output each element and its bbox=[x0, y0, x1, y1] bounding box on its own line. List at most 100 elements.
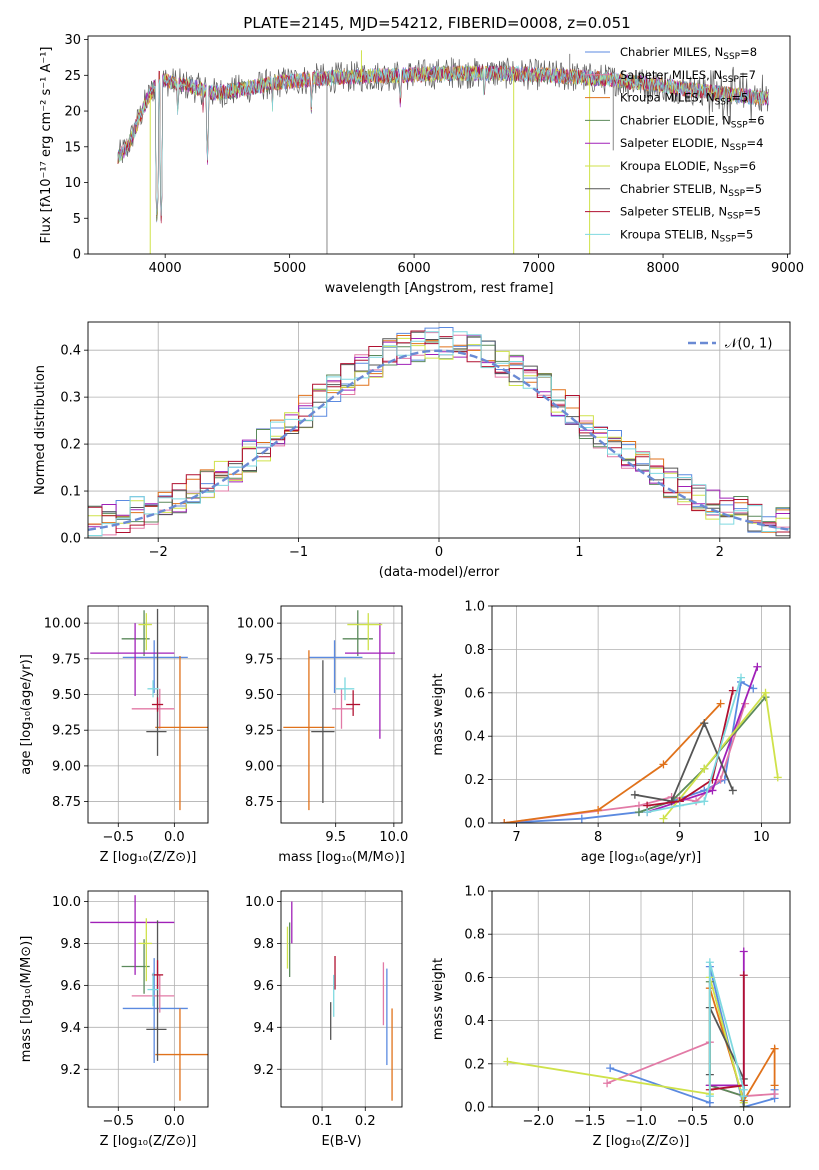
y-axis-label: mass weight bbox=[431, 958, 446, 1040]
y-axis-label: mass weight bbox=[431, 673, 446, 755]
legend-entry-main: Kroupa STELIB, N bbox=[620, 227, 720, 241]
weight-line-5 bbox=[646, 666, 759, 813]
x-tick-label: 7 bbox=[512, 830, 520, 845]
weight-marker bbox=[634, 808, 643, 817]
weight-marker bbox=[749, 684, 758, 693]
x-tick-label: 1 bbox=[575, 545, 583, 560]
axes-frame bbox=[491, 890, 791, 1108]
y-tick-label: 9.50 bbox=[245, 688, 274, 703]
mass_vs_Z-panel: −0.5 0.0 9.2 9.4 9.6 9.8 10.0 Z [log₁₀(Z/Z⊙)] ma… bbox=[19, 890, 209, 1149]
weight-marker bbox=[739, 971, 748, 980]
x-axis-label: age [log₁₀(age/yr)] bbox=[581, 850, 702, 865]
x-tick-label: 8000 bbox=[646, 261, 679, 276]
weight-marker bbox=[700, 719, 709, 728]
errorbar-point bbox=[122, 640, 188, 694]
errorbar-point bbox=[155, 1008, 208, 1101]
legend-entry-main: Kroupa ELODIE, N bbox=[620, 159, 722, 173]
x-tick-label: 0.1 bbox=[312, 1114, 333, 1129]
errorbar-point bbox=[138, 918, 152, 982]
legend-entry: Salpeter ELODIE, NSSP=4 bbox=[620, 136, 763, 153]
legend-entry-main: Chabrier ELODIE, N bbox=[620, 113, 731, 127]
errorbar-point bbox=[311, 660, 335, 804]
y-tick-label: 10.0 bbox=[245, 895, 274, 910]
x-tick-label: −1.0 bbox=[625, 1114, 657, 1129]
x-tick-label: −0.5 bbox=[102, 1114, 134, 1129]
errorbar-point bbox=[146, 920, 167, 1061]
legend-entry-sub: SSP bbox=[727, 212, 744, 222]
weight-marker bbox=[761, 688, 770, 697]
y-tick-label: 9.00 bbox=[245, 759, 274, 774]
x-tick-label: 0.0 bbox=[733, 1114, 754, 1129]
errorbar-point bbox=[90, 623, 175, 696]
normal-curve bbox=[88, 349, 790, 531]
legend-entry-sub: SSP bbox=[730, 143, 747, 153]
weight_vs_Z-lines bbox=[503, 947, 779, 1107]
residuals-panel: −2 −1 0 1 2 0.0 0.1 0.2 0.3 0.4 (data-model)/error… bbox=[33, 321, 791, 580]
weight-line-6 bbox=[662, 690, 779, 820]
legend-entry-tail: =5 bbox=[745, 182, 762, 196]
x-tick-label: 0.2 bbox=[355, 1114, 376, 1129]
x-tick-label: −0.5 bbox=[677, 1114, 709, 1129]
x-tick-label: −1 bbox=[289, 545, 308, 560]
x-tick-label: −2.0 bbox=[522, 1114, 554, 1129]
weight_vs_age-lines bbox=[500, 662, 782, 823]
y-tick-label: 9.25 bbox=[52, 724, 81, 739]
spectrum-panel: 4000 5000 6000 7000 8000 9000 0 5 10 15 20 25 30 wave… bbox=[39, 33, 804, 296]
errorbar-point bbox=[283, 650, 335, 811]
y-tick-label: 0.4 bbox=[464, 730, 485, 745]
y-tick-label: 0.3 bbox=[60, 391, 81, 406]
errorbar-point bbox=[138, 613, 152, 651]
spectrum-lines bbox=[117, 50, 769, 254]
age_vs_mass-panel: 9.5 10.0 8.75 9.00 9.25 9.50 9.75 10.00 mass [lo… bbox=[237, 605, 408, 865]
weight-marker bbox=[594, 805, 603, 814]
weight-marker bbox=[739, 1103, 748, 1107]
x-tick-label: 9000 bbox=[771, 261, 804, 276]
figure-title: PLATE=2145, MJD=54212, FIBERID=0008, z=0… bbox=[243, 14, 630, 32]
y-tick-label: 9.2 bbox=[60, 1063, 81, 1078]
x-axis-label: wavelength [Angstrom, rest frame] bbox=[325, 281, 554, 296]
weight-marker bbox=[739, 1092, 748, 1101]
weight-marker bbox=[770, 1081, 779, 1090]
legend-entry-sub: SSP bbox=[731, 120, 748, 130]
x-tick-label: −1.5 bbox=[574, 1114, 606, 1129]
y-tick-label: 10 bbox=[64, 176, 81, 191]
y-tick-label: 0.8 bbox=[464, 928, 485, 943]
y-tick-label: 0.2 bbox=[464, 1057, 485, 1072]
x-tick-label: 2 bbox=[716, 545, 724, 560]
legend-entry: Salpeter STELIB, NSSP=5 bbox=[620, 205, 761, 222]
x-axis-label: Z [log₁₀(Z/Z⊙)] bbox=[593, 1134, 690, 1149]
weight-marker bbox=[739, 947, 748, 956]
x-tick-label: 0.0 bbox=[164, 1114, 185, 1129]
legend-entry-tail: =6 bbox=[748, 113, 765, 127]
legend-entry-main: Kroupa MILES, N bbox=[620, 91, 715, 105]
weight-line-7 bbox=[634, 720, 734, 803]
x-tick-label: 10.0 bbox=[379, 830, 408, 845]
legend-entry: Kroupa MILES, NSSP=5 bbox=[620, 91, 748, 108]
weight-marker bbox=[659, 814, 668, 823]
age_vs_Z-errorbars bbox=[90, 608, 208, 811]
x-axis-label: mass [log₁₀(M/M⊙)] bbox=[278, 850, 405, 865]
y-tick-label: 9.50 bbox=[52, 688, 81, 703]
spectrum-line-9 bbox=[117, 65, 769, 216]
legend-entry-sub: SSP bbox=[722, 75, 739, 85]
weight-marker bbox=[705, 958, 714, 967]
age_vs_mass-errorbars bbox=[283, 610, 396, 811]
weight-marker bbox=[675, 801, 684, 810]
errorbar-point bbox=[151, 960, 164, 990]
weight_vs_Z-panel: −2.0 −1.5 −1.0 −0.5 0.0 0.0 0.2 0.4 0.6 0.8 1.0 Z [… bbox=[431, 885, 791, 1149]
legend-entry-tail: =5 bbox=[731, 91, 748, 105]
y-axis-label: Flux [fλ10⁻¹⁷ erg cm⁻² s⁻¹ A⁻¹] bbox=[39, 47, 54, 244]
legend-entry-main: Salpeter ELODIE, N bbox=[620, 136, 730, 150]
x-tick-label: −2 bbox=[149, 545, 168, 560]
legend-entry-tail: =6 bbox=[739, 159, 756, 173]
legend-entry-sub: SSP bbox=[728, 189, 745, 199]
y-tick-label: 10.00 bbox=[44, 617, 81, 632]
x-tick-label: 0 bbox=[435, 545, 443, 560]
mass_vs_ebv-panel: 0.1 0.2 9.2 9.4 9.6 9.8 10.0 E(B-V) bbox=[245, 890, 403, 1149]
weight-marker bbox=[705, 1092, 714, 1101]
weight-marker bbox=[770, 1044, 779, 1053]
y-tick-label: 5 bbox=[73, 212, 81, 227]
weight-marker bbox=[630, 790, 639, 799]
